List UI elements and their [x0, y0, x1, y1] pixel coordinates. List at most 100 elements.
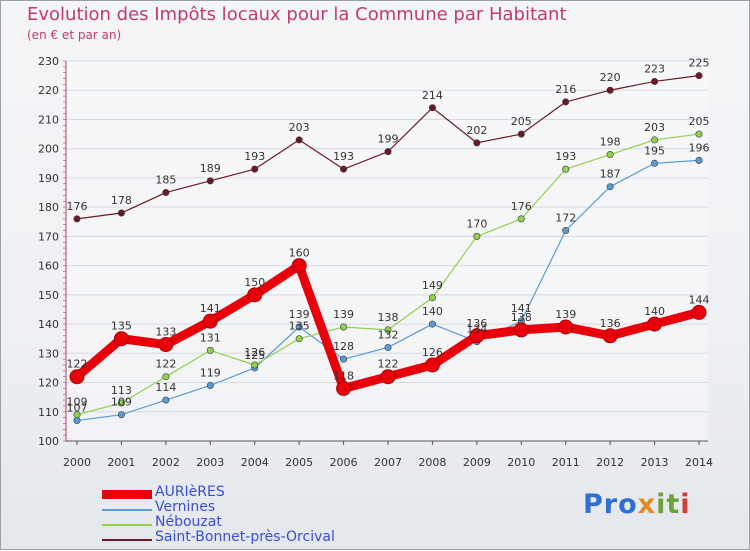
- x-tick-label: 2001: [107, 456, 135, 469]
- data-point: [562, 227, 570, 235]
- data-point: [517, 130, 525, 138]
- y-tick-label: 140: [38, 318, 59, 331]
- x-tick-label: 2005: [285, 456, 313, 469]
- x-tick-label: 2004: [241, 456, 269, 469]
- data-point: [117, 209, 125, 217]
- data-label: 134: [466, 323, 487, 336]
- data-point: [651, 136, 659, 144]
- y-tick-label: 200: [38, 143, 59, 156]
- data-label: 132: [378, 328, 399, 341]
- data-point: [117, 399, 125, 407]
- data-point: [602, 328, 618, 344]
- data-point: [695, 72, 703, 80]
- data-point: [117, 411, 125, 419]
- data-label: 193: [555, 150, 576, 163]
- data-point: [340, 323, 348, 331]
- data-label: 133: [155, 326, 176, 339]
- data-label: 140: [644, 305, 665, 318]
- y-tick-label: 210: [38, 113, 59, 126]
- x-tick-label: 2008: [418, 456, 446, 469]
- data-point: [513, 322, 529, 338]
- data-point: [295, 136, 303, 144]
- legend-swatch: [102, 524, 152, 526]
- data-label: 187: [600, 168, 621, 181]
- data-point: [424, 357, 440, 373]
- data-label: 198: [600, 136, 621, 149]
- data-label: 203: [289, 121, 310, 134]
- data-point: [69, 369, 85, 385]
- data-point: [384, 326, 392, 334]
- x-tick-label: 2014: [685, 456, 713, 469]
- data-label: 131: [200, 331, 221, 344]
- data-label: 214: [422, 89, 443, 102]
- y-tick-label: 130: [38, 347, 59, 360]
- data-point: [469, 328, 485, 344]
- data-label: 203: [644, 121, 665, 134]
- data-point: [428, 294, 436, 302]
- data-point: [162, 373, 170, 381]
- data-point: [113, 331, 129, 347]
- legend-label: AURIèRES: [155, 484, 225, 500]
- chart-subtitle: (en € et par an): [27, 28, 122, 42]
- data-label: 125: [244, 349, 265, 362]
- data-label: 149: [422, 279, 443, 292]
- data-label: 193: [244, 150, 265, 163]
- data-point: [691, 304, 707, 320]
- data-point: [251, 165, 259, 173]
- data-label: 172: [555, 212, 576, 225]
- data-label: 128: [333, 340, 354, 353]
- y-tick-label: 120: [38, 377, 59, 390]
- data-label: 216: [555, 83, 576, 96]
- data-point: [295, 323, 303, 331]
- data-point: [158, 337, 174, 353]
- legend-label: Nébouzat: [155, 514, 222, 530]
- data-label: 205: [511, 115, 532, 128]
- logo-part: i: [680, 489, 691, 520]
- x-tick-label: 2009: [463, 456, 491, 469]
- data-label: 138: [511, 311, 532, 324]
- data-point: [336, 380, 352, 396]
- data-point: [428, 104, 436, 112]
- y-tick-label: 100: [38, 435, 59, 448]
- data-label: 136: [600, 317, 621, 330]
- data-label: 107: [67, 402, 88, 415]
- data-label: 119: [200, 366, 221, 379]
- y-tick-label: 190: [38, 172, 59, 185]
- data-label: 195: [644, 144, 665, 157]
- data-label: 193: [333, 150, 354, 163]
- x-tick-label: 2002: [152, 456, 180, 469]
- x-tick-label: 2000: [63, 456, 91, 469]
- data-point: [651, 159, 659, 167]
- logo-part: x: [637, 489, 657, 520]
- data-label: 109: [111, 396, 132, 409]
- data-label: 176: [67, 200, 88, 213]
- data-point: [606, 183, 614, 191]
- chart-title: Evolution des Impôts locaux pour la Comm…: [27, 4, 567, 25]
- y-tick-label: 230: [38, 55, 59, 68]
- data-label: 199: [378, 133, 399, 146]
- data-point: [295, 335, 303, 343]
- data-point: [606, 86, 614, 94]
- y-tick-label: 170: [38, 230, 59, 243]
- data-label: 196: [689, 141, 710, 154]
- data-point: [562, 165, 570, 173]
- legend-swatch: [102, 490, 152, 499]
- data-label: 176: [511, 200, 532, 213]
- y-tick-label: 110: [38, 406, 59, 419]
- data-point: [473, 232, 481, 240]
- data-point: [73, 417, 81, 425]
- data-label: 225: [689, 57, 710, 70]
- legend-swatch: [102, 509, 152, 511]
- data-point: [162, 396, 170, 404]
- data-point: [428, 320, 436, 328]
- data-point: [473, 139, 481, 147]
- data-point: [384, 148, 392, 156]
- data-point: [695, 130, 703, 138]
- data-label: 144: [689, 293, 710, 306]
- data-point: [247, 287, 263, 303]
- x-tick-label: 2013: [641, 456, 669, 469]
- data-label: 178: [111, 194, 132, 207]
- data-label: 170: [466, 217, 487, 230]
